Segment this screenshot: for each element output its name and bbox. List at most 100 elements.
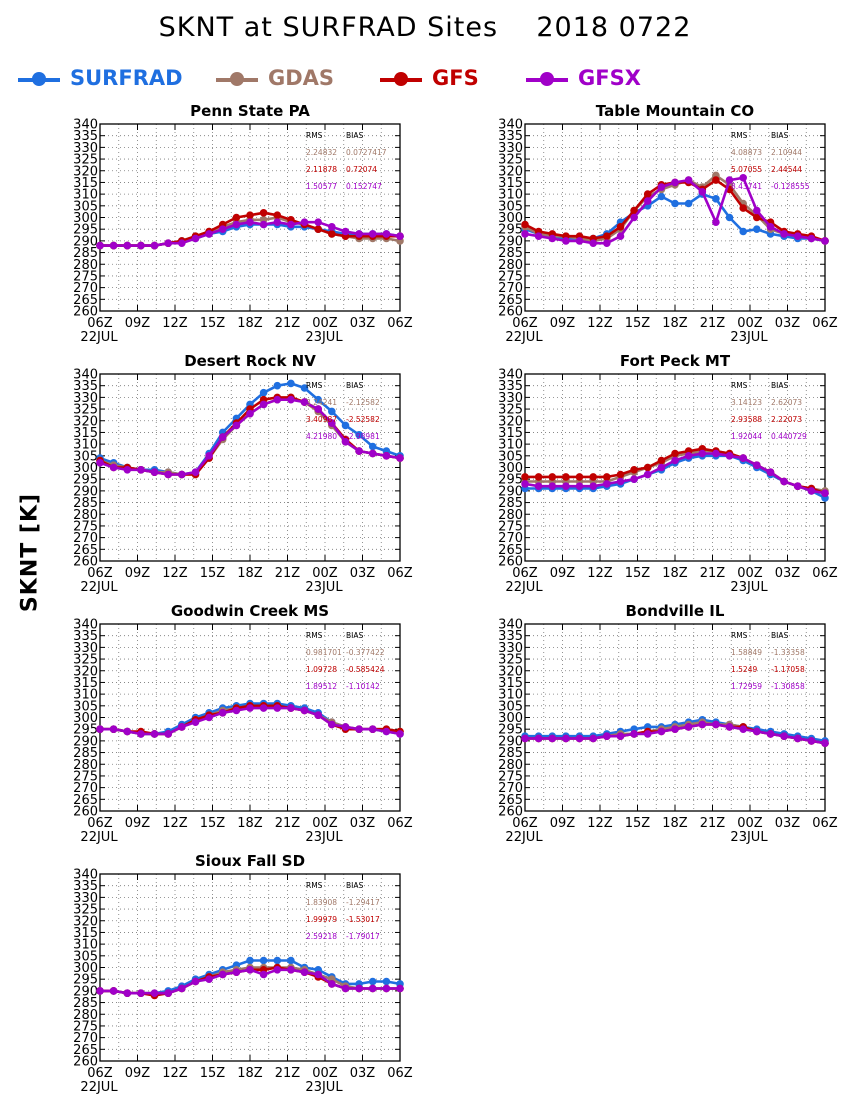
data-point xyxy=(548,482,557,491)
stats-bias-value: -1.17058 xyxy=(771,665,805,674)
data-point xyxy=(521,473,529,481)
legend-marker-dot xyxy=(394,72,408,86)
data-point xyxy=(287,395,295,404)
stats-rms-value: 2.24832 xyxy=(306,148,337,157)
chart-title: Fort Peck MT xyxy=(620,352,731,370)
x-tick-label: 06Z xyxy=(87,566,113,581)
y-tick-label: 335 xyxy=(73,629,98,644)
y-tick-label: 290 xyxy=(73,734,98,749)
y-tick-label: 330 xyxy=(498,141,523,156)
data-point xyxy=(355,447,363,455)
data-point xyxy=(259,388,268,397)
data-point xyxy=(137,730,145,738)
y-tick-label: 270 xyxy=(498,531,523,546)
data-point xyxy=(259,209,268,217)
data-point xyxy=(684,452,693,460)
x-tick-label: 03Z xyxy=(350,566,376,581)
y-tick-label: 340 xyxy=(498,118,523,133)
data-point xyxy=(164,239,172,247)
stats-rms-value: 2.93588 xyxy=(731,415,762,424)
y-tick-label: 335 xyxy=(73,129,98,144)
data-point xyxy=(314,395,323,404)
y-tick-label: 340 xyxy=(73,618,98,633)
y-tick-label: 265 xyxy=(498,793,523,808)
x-tick-label: 15Z xyxy=(200,816,226,831)
data-point xyxy=(218,225,227,233)
data-point xyxy=(671,725,679,733)
x-tick-label: 09Z xyxy=(125,316,151,331)
data-point xyxy=(123,989,132,997)
data-point xyxy=(232,421,241,430)
stats-bias-value: 0.152747 xyxy=(346,182,382,191)
x-tick-label: 06Z xyxy=(87,1066,113,1081)
y-tick-label: 315 xyxy=(73,676,98,691)
data-point xyxy=(205,230,213,238)
data-point xyxy=(300,968,309,976)
stats-rms-value: 2.59218 xyxy=(306,932,337,941)
data-point xyxy=(109,725,118,733)
x-date-label: 23JUL xyxy=(305,330,343,345)
stats-header-rms: RMS xyxy=(306,881,323,890)
data-point xyxy=(616,477,625,486)
y-tick-label: 305 xyxy=(73,449,98,464)
data-point xyxy=(548,473,557,481)
y-tick-label: 320 xyxy=(73,914,98,929)
y-tick-label: 325 xyxy=(73,653,98,668)
y-tick-label: 330 xyxy=(73,141,98,156)
data-point xyxy=(287,704,295,712)
data-point xyxy=(575,734,584,743)
data-point xyxy=(657,183,666,191)
data-point xyxy=(368,442,377,451)
x-date-label: 23JUL xyxy=(305,830,343,845)
stats-header-bias: BIAS xyxy=(771,631,788,640)
x-date-label: 22JUL xyxy=(505,580,543,595)
x-tick-label: 12Z xyxy=(162,316,188,331)
x-tick-label: 00Z xyxy=(737,566,763,581)
x-tick-label: 03Z xyxy=(775,816,801,831)
stats-rms-value: 1.50577 xyxy=(306,182,337,191)
x-date-label: 23JUL xyxy=(305,580,343,595)
x-tick-label: 09Z xyxy=(125,566,151,581)
data-point xyxy=(300,384,309,392)
chart-panel-fort-peck-mt: Fort Peck MT2602652702752802852902953003… xyxy=(498,352,838,595)
stats-rms-value: 2.11878 xyxy=(306,165,337,174)
y-tick-label: 335 xyxy=(498,379,523,394)
stats-rms-value: 3.24241 xyxy=(306,398,337,407)
data-point xyxy=(109,987,118,995)
y-tick-label: 330 xyxy=(498,391,523,406)
x-tick-label: 09Z xyxy=(550,566,576,581)
stats-bias-value: -0.585424 xyxy=(346,665,385,674)
x-date-label: 22JUL xyxy=(80,1080,118,1095)
stats-bias-value: 0.440729 xyxy=(771,432,807,441)
x-tick-label: 06Z xyxy=(812,816,838,831)
data-point xyxy=(712,720,720,729)
y-tick-label: 315 xyxy=(73,926,98,941)
data-point xyxy=(314,711,323,719)
stats-rms-value: 3.40987 xyxy=(306,415,337,424)
y-tick-label: 320 xyxy=(73,664,98,679)
y-tick-label: 315 xyxy=(73,176,98,191)
x-tick-label: 00Z xyxy=(312,1066,338,1081)
stats-rms-value: 1.09728 xyxy=(306,665,337,674)
stats-header-bias: BIAS xyxy=(771,381,788,390)
y-tick-label: 315 xyxy=(498,176,523,191)
y-tick-label: 295 xyxy=(73,473,98,488)
data-point xyxy=(793,482,802,491)
legend-marker-dot xyxy=(32,72,46,86)
x-tick-label: 06Z xyxy=(512,566,538,581)
x-tick-label: 18Z xyxy=(237,566,263,581)
y-tick-label: 285 xyxy=(73,996,98,1011)
y-tick-label: 275 xyxy=(498,769,523,784)
data-point xyxy=(725,723,734,731)
x-tick-label: 21Z xyxy=(700,816,726,831)
y-tick-label: 275 xyxy=(498,269,523,284)
y-tick-label: 310 xyxy=(73,688,98,703)
y-tick-label: 285 xyxy=(73,746,98,761)
y-tick-label: 340 xyxy=(73,368,98,383)
y-tick-label: 265 xyxy=(73,543,98,558)
x-tick-label: 03Z xyxy=(350,316,376,331)
data-point xyxy=(328,407,336,416)
x-tick-label: 00Z xyxy=(312,566,338,581)
x-tick-label: 15Z xyxy=(200,1066,226,1081)
data-point xyxy=(246,218,254,226)
